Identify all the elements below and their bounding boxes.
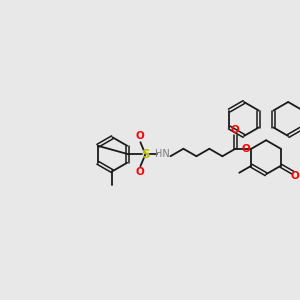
Text: O: O	[231, 125, 240, 135]
Text: S: S	[141, 148, 150, 161]
Text: O: O	[290, 171, 299, 181]
Text: O: O	[135, 167, 144, 177]
Text: O: O	[135, 131, 144, 141]
Text: O: O	[242, 144, 251, 154]
Text: HN: HN	[155, 149, 170, 159]
